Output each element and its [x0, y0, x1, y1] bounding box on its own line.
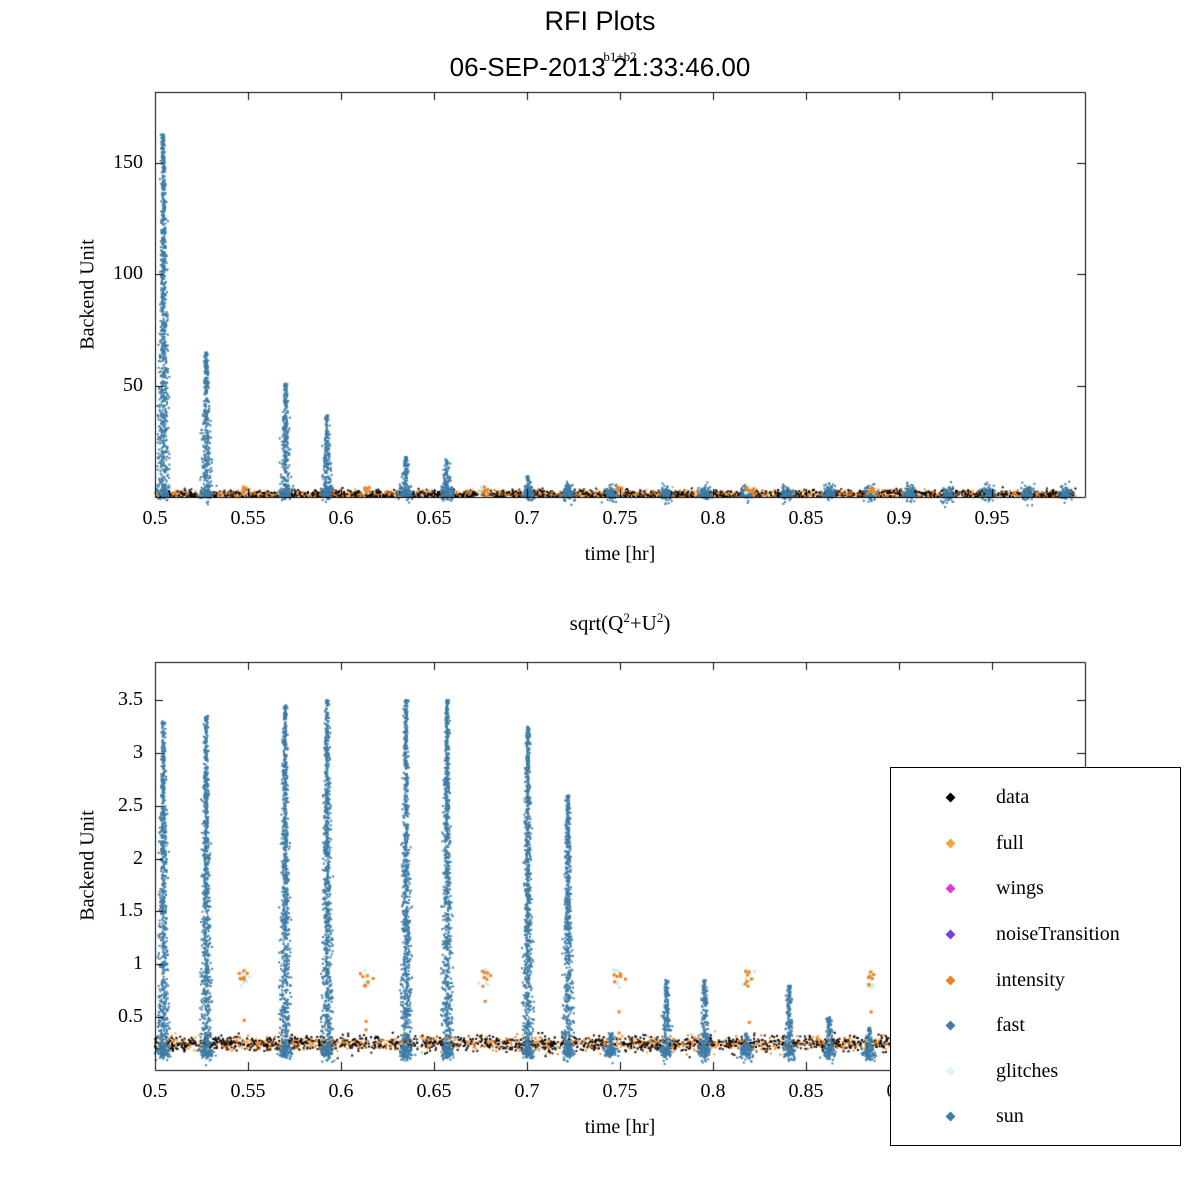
legend-label: sun — [996, 1105, 1024, 1128]
legend-entry-sun: sun — [891, 1094, 1180, 1140]
y-tick-label: 2.5 — [118, 793, 143, 816]
x-tick-label: 0.75 — [602, 1080, 638, 1102]
legend-entry-noiseTransition: noiseTransition — [891, 912, 1180, 958]
top-axes-title: b1+b2 — [603, 49, 637, 64]
y-tick-label: 100 — [113, 262, 143, 285]
title-text-post: ) — [663, 611, 671, 635]
title-sup-2: 2 — [656, 610, 664, 625]
x-tick-label: 0.5 — [142, 507, 168, 529]
legend-label: wings — [996, 877, 1044, 900]
y-tick-label: 0.5 — [118, 1005, 143, 1028]
title-text-pre: sqrt(Q — [569, 611, 624, 635]
x-tick-label: 0.55 — [230, 1080, 266, 1102]
legend-entry-fast: fast — [891, 1003, 1180, 1049]
legend-entry-full: full — [891, 821, 1180, 867]
legend-marker-icon — [945, 792, 956, 803]
legend-marker-icon — [945, 884, 956, 894]
legend: data full wings noiseTransition intensity fas… — [890, 767, 1181, 1146]
y-tick-label: 3 — [133, 740, 143, 763]
y-tick-label: 1 — [133, 952, 143, 975]
x-axis-label: time [hr] — [584, 543, 656, 565]
x-tick-label: 0.55 — [230, 507, 266, 529]
x-tick-label: 0.75 — [602, 507, 638, 529]
legend-marker-icon — [945, 838, 956, 849]
legend-label: full — [996, 831, 1024, 854]
y-axis-label: Backend Unit — [76, 810, 99, 921]
figure-title: RFI Plots — [544, 6, 656, 36]
x-tick-label: 0.6 — [328, 1080, 354, 1102]
legend-label: noiseTransition — [996, 923, 1120, 946]
x-tick-label: 0.8 — [700, 507, 726, 529]
legend-label: fast — [996, 1014, 1025, 1037]
x-tick-label: 0.85 — [788, 1080, 824, 1102]
y-tick-label: 50 — [123, 373, 143, 396]
x-tick-label: 0.85 — [788, 507, 824, 529]
legend-entry-data: data — [891, 775, 1180, 821]
legend-marker-icon — [945, 1066, 956, 1077]
legend-label: data — [996, 786, 1030, 809]
x-tick-label: 0.7 — [514, 507, 540, 529]
y-tick-label: 1.5 — [118, 899, 143, 922]
figure-subtitle: 06-SEP-2013 21:33:46.00 — [449, 52, 751, 82]
legend-label: glitches — [996, 1059, 1059, 1082]
legend-marker-icon — [945, 1020, 956, 1031]
y-tick-label: 2 — [133, 846, 143, 869]
x-axis-label: time [hr] — [584, 1116, 656, 1138]
title-sup-1: 2 — [623, 610, 630, 625]
x-tick-label: 0.7 — [514, 1080, 540, 1102]
legend-marker-icon — [945, 1112, 956, 1122]
y-tick-label: 3.5 — [118, 688, 143, 711]
bottom-axes-title: sqrt(Q2+U2) — [20, 610, 1200, 636]
title-text-mid: +U — [629, 611, 657, 635]
y-axis-label: Backend Unit — [76, 238, 99, 350]
x-tick-label: 0.65 — [416, 1080, 452, 1102]
x-tick-label: 0.5 — [142, 1080, 168, 1102]
x-tick-label: 0.6 — [328, 507, 354, 529]
x-tick-label: 0.65 — [416, 507, 452, 529]
legend-label: intensity — [996, 968, 1065, 991]
legend-entry-intensity: intensity — [891, 957, 1180, 1003]
legend-marker-icon — [945, 975, 956, 986]
legend-entry-wings: wings — [891, 866, 1180, 912]
legend-marker-icon — [945, 929, 956, 940]
x-tick-label: 0.95 — [974, 507, 1010, 529]
y-tick-label: 150 — [113, 151, 143, 174]
legend-entry-glitches: glitches — [891, 1049, 1180, 1095]
x-tick-label: 0.8 — [700, 1080, 726, 1102]
x-tick-label: 0.9 — [886, 507, 912, 529]
